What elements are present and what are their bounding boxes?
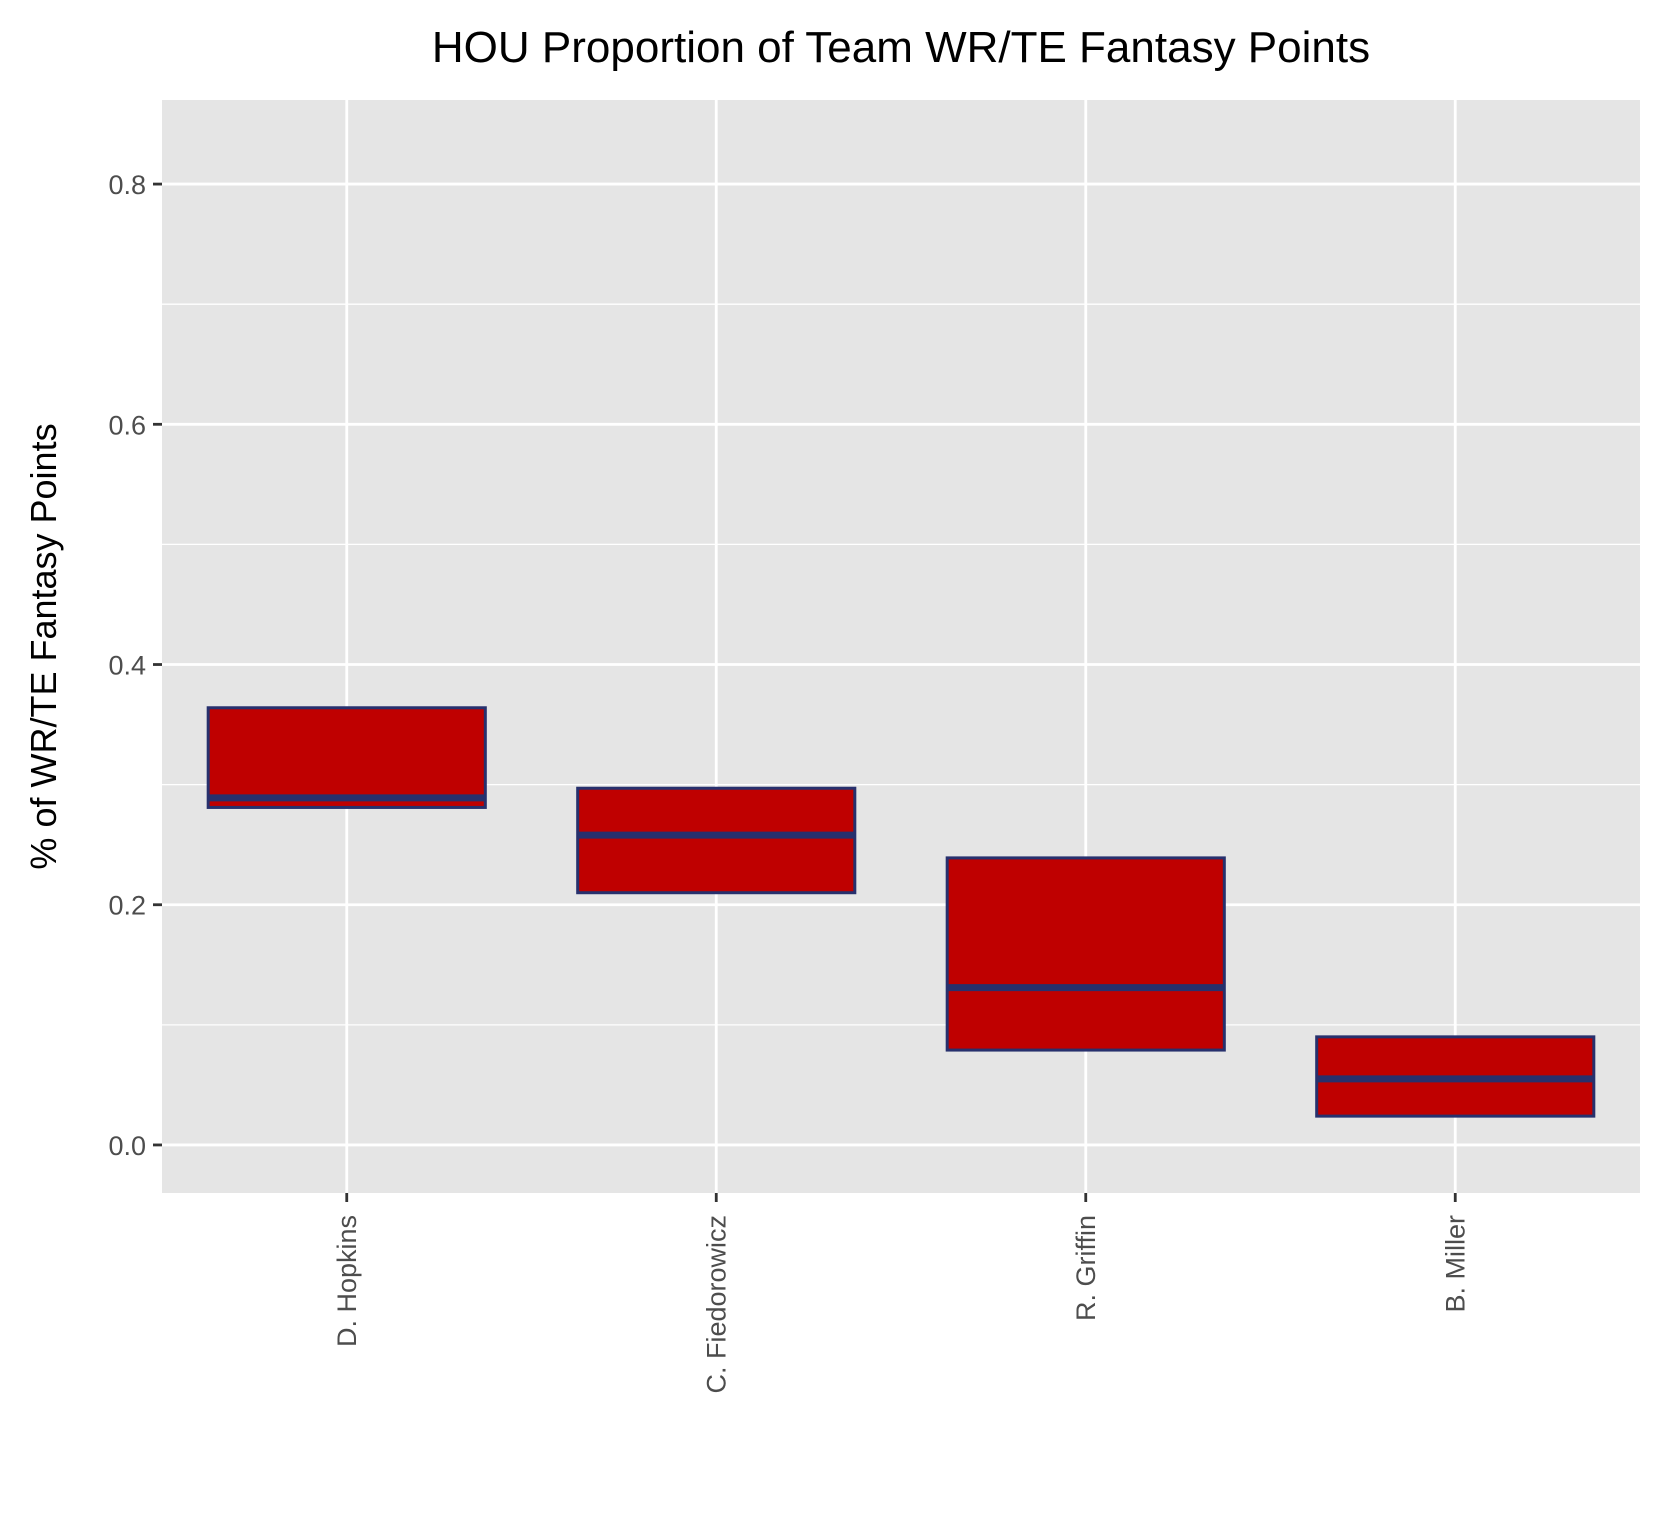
x-tick-label: B. Miller [1440,1215,1470,1313]
x-tick-label: C. Fiedorowicz [701,1215,731,1394]
y-tick-label: 0.6 [108,410,146,440]
x-tick-label: D. Hopkins [332,1215,362,1347]
box-body [945,856,1226,1052]
box-r-griffin [945,856,1226,1052]
grid-lines [162,100,1640,1193]
box-series [206,706,1596,1118]
y-tick-label: 0.8 [108,170,146,200]
box-body [576,786,857,895]
box-c-fiedorowicz [576,786,857,895]
box-body [206,706,487,809]
plot-panel [162,100,1640,1193]
y-tick-label: 0.4 [108,651,146,681]
y-axis-label: % of WR/TE Fantasy Points [23,423,64,869]
box-b-miller [1315,1035,1596,1118]
axes: 0.0 0.2 0.4 0.6 0.8 D. Hopkins C. Fiedorowicz R… [108,170,1470,1393]
chart-title: HOU Proportion of Team WR/TE Fantasy Poi… [432,23,1370,72]
x-tick-label: R. Griffin [1071,1215,1101,1321]
y-tick-label: 0.0 [108,1131,146,1161]
y-tick-label: 0.2 [108,891,146,921]
box-d-hopkins [206,706,487,809]
